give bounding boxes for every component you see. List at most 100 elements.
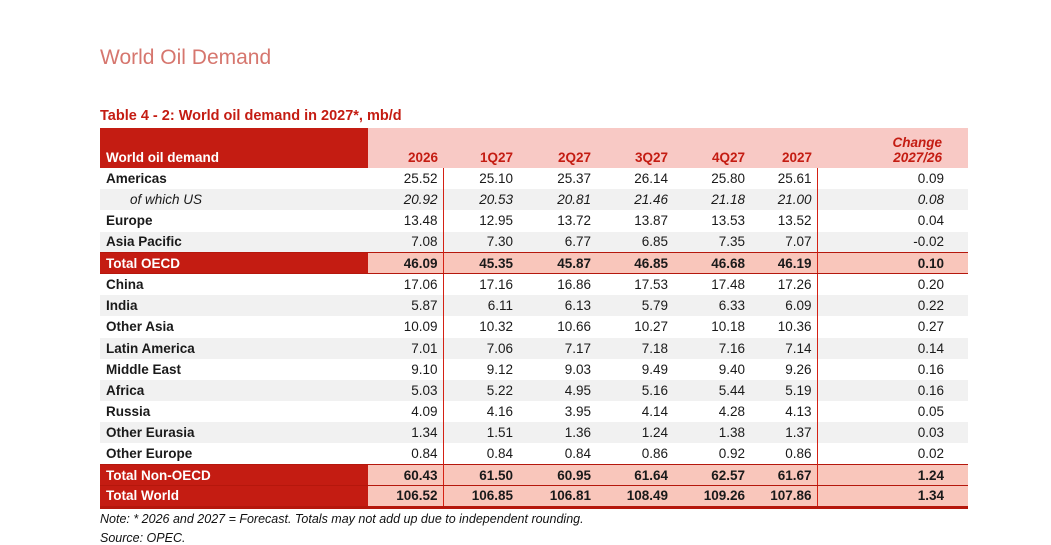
value-cell: 26.14 [596,168,673,190]
value-cell: 4.09 [368,401,444,423]
value-cell: 25.10 [443,168,518,190]
value-cell: 17.26 [750,273,818,296]
value-cell: 17.06 [368,273,444,296]
value-cell: 6.11 [443,295,518,317]
value-cell: 10.66 [518,316,596,338]
value-cell: 10.36 [750,316,818,338]
value-cell: 106.52 [368,485,444,509]
value-cell: 17.53 [596,273,673,296]
col-header-2026: 2026 [368,128,443,168]
value-cell: 61.50 [443,464,518,487]
row-label: Other Asia [100,316,368,338]
table-row: Americas 25.52 25.10 25.37 26.14 25.80 25.61 0.… [100,168,968,190]
value-cell: 5.19 [750,379,818,402]
row-label: Middle East [100,358,368,380]
col-header-change: Change 2027/26 [817,128,968,168]
page-title: World Oil Demand [100,46,272,69]
oil-demand-table-wrapper: World oil demand 2026 1Q27 2Q27 3Q27 4Q2… [100,128,968,509]
value-cell: 13.72 [518,210,596,232]
table-body: Americas 25.52 25.10 25.37 26.14 25.80 25.61 0.… [100,168,968,509]
value-cell: 9.03 [518,358,596,380]
value-cell: 0.22 [817,295,968,317]
source-line: Source: OPEC. [100,531,186,545]
value-cell: 7.17 [518,337,596,359]
value-cell: 25.80 [673,168,750,190]
value-cell: 5.03 [368,379,444,402]
value-cell: 9.40 [673,358,750,380]
value-cell: 0.27 [817,316,968,338]
value-cell: 10.27 [596,316,673,338]
value-cell: 62.57 [673,464,750,487]
value-cell: 21.46 [596,189,673,211]
value-cell: 16.86 [518,273,596,296]
row-label: Asia Pacific [100,231,368,253]
value-cell: 6.85 [596,231,673,253]
value-cell: 0.10 [817,252,968,275]
row-label: of which US [100,189,368,211]
col-header-1q27: 1Q27 [443,128,518,168]
value-cell: 0.14 [817,337,968,359]
value-cell: 7.01 [368,337,444,359]
table-row: Other Asia 10.09 10.32 10.66 10.27 10.18 10.36… [100,316,968,338]
table-row: Total OECD 46.09 45.35 45.87 46.85 46.68 46.19… [100,252,968,275]
row-label: India [100,295,368,317]
value-cell: 25.52 [368,168,444,190]
col-header-3q27: 3Q27 [596,128,673,168]
table-row: of which US 20.92 20.53 20.81 21.46 21.18 21.0… [100,189,968,211]
table-caption: Table 4 - 2: World oil demand in 2027*, … [100,108,402,124]
value-cell: 5.16 [596,379,673,402]
value-cell: 21.18 [673,189,750,211]
value-cell: 106.81 [518,485,596,509]
row-label: Other Europe [100,443,368,465]
row-label: China [100,273,368,296]
value-cell: 0.86 [596,443,673,465]
table-header-row: World oil demand 2026 1Q27 2Q27 3Q27 4Q2… [100,128,968,168]
value-cell: 7.07 [750,231,818,253]
value-cell: 0.84 [443,443,518,465]
row-label: Africa [100,379,368,402]
value-cell: 106.85 [443,485,518,509]
header-row-label: World oil demand [100,128,368,168]
value-cell: 0.02 [817,443,968,465]
value-cell: 45.87 [518,252,596,275]
value-cell: 6.09 [750,295,818,317]
value-cell: 46.85 [596,252,673,275]
table-row: Asia Pacific 7.08 7.30 6.77 6.85 7.35 7.07 -0.0… [100,231,968,253]
value-cell: 6.77 [518,231,596,253]
value-cell: 17.16 [443,273,518,296]
value-cell: 0.92 [673,443,750,465]
value-cell: 0.05 [817,401,968,423]
value-cell: 46.68 [673,252,750,275]
value-cell: 107.86 [750,485,818,509]
value-cell: 1.24 [596,422,673,444]
value-cell: 9.10 [368,358,444,380]
col-header-change-line1: Change [892,135,942,150]
value-cell: 1.24 [817,464,968,487]
table-row: Africa 5.03 5.22 4.95 5.16 5.44 5.19 0.16 [100,379,968,402]
value-cell: 0.09 [817,168,968,190]
value-cell: 1.51 [443,422,518,444]
value-cell: 0.84 [518,443,596,465]
value-cell: 7.18 [596,337,673,359]
col-header-4q27: 4Q27 [673,128,750,168]
row-label: Europe [100,210,368,232]
value-cell: 13.52 [750,210,818,232]
value-cell: 4.28 [673,401,750,423]
value-cell: 7.16 [673,337,750,359]
table-row: Europe 13.48 12.95 13.72 13.87 13.53 13.52 0.04 [100,210,968,232]
row-label: Other Eurasia [100,422,368,444]
value-cell: 7.35 [673,231,750,253]
value-cell: 12.95 [443,210,518,232]
value-cell: 10.09 [368,316,444,338]
value-cell: 46.09 [368,252,444,275]
value-cell: 3.95 [518,401,596,423]
col-header-2027: 2027 [750,128,817,168]
value-cell: 13.48 [368,210,444,232]
value-cell: 61.64 [596,464,673,487]
table-row: Other Europe 0.84 0.84 0.84 0.86 0.92 0.86 0.02 [100,443,968,465]
value-cell: 9.26 [750,358,818,380]
value-cell: 7.14 [750,337,818,359]
value-cell: 109.26 [673,485,750,509]
value-cell: 0.86 [750,443,818,465]
